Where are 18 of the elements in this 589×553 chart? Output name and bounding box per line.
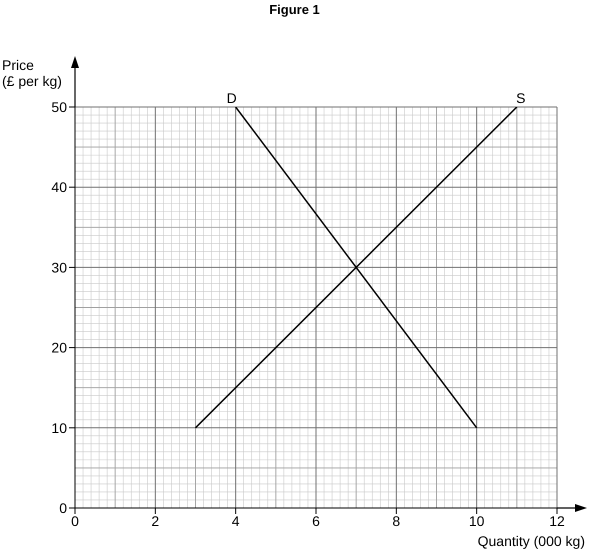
x-axis-title: Quantity (000 kg) (478, 533, 585, 549)
y-tick-label: 30 (51, 259, 68, 276)
y-tick-label: 0 (59, 500, 68, 516)
x-tick-label: 8 (392, 512, 400, 529)
y-tick-label: 50 (51, 98, 68, 115)
x-tick-label: 2 (151, 512, 160, 529)
y-axis-title: Price (£ per kg) (2, 57, 62, 89)
x-tick-label: 10 (468, 512, 485, 529)
chart-title: Figure 1 (268, 2, 321, 17)
y-tick-label: 40 (51, 179, 68, 196)
x-tick-label: 12 (549, 512, 565, 529)
series-label: S (516, 90, 526, 106)
series-label: D (226, 90, 237, 106)
y-tick-label: 20 (51, 340, 68, 356)
x-tick-label: 6 (312, 512, 320, 529)
y-tick-label: 10 (51, 420, 68, 436)
x-tick-label: 4 (232, 512, 240, 529)
x-tick-label: 0 (71, 512, 80, 529)
